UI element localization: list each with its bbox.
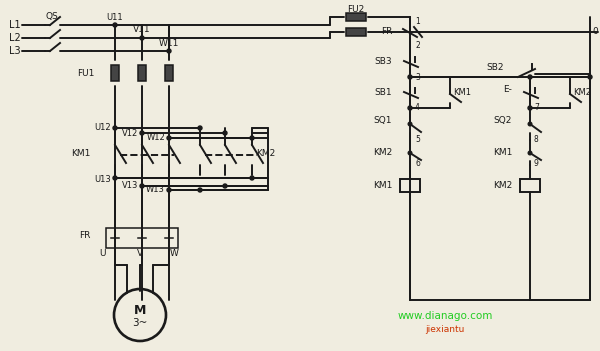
Circle shape xyxy=(198,126,202,130)
Text: 4: 4 xyxy=(415,104,420,113)
Circle shape xyxy=(113,23,117,27)
Text: 1: 1 xyxy=(415,16,420,26)
Text: M: M xyxy=(134,304,146,317)
Text: V11: V11 xyxy=(133,26,151,34)
Text: KM1: KM1 xyxy=(493,148,512,157)
Circle shape xyxy=(140,184,144,188)
Text: QS: QS xyxy=(46,12,58,20)
Bar xyxy=(106,228,178,248)
Circle shape xyxy=(167,188,171,192)
Bar xyxy=(346,13,366,21)
Circle shape xyxy=(528,106,532,110)
Text: jiexiantu: jiexiantu xyxy=(425,325,464,335)
Text: L3: L3 xyxy=(9,46,20,56)
Bar xyxy=(138,65,146,81)
Circle shape xyxy=(408,75,412,79)
Circle shape xyxy=(198,188,202,192)
Circle shape xyxy=(250,176,254,180)
Text: 5: 5 xyxy=(415,135,420,145)
Text: U: U xyxy=(99,249,105,258)
Circle shape xyxy=(167,136,171,140)
Text: 9: 9 xyxy=(534,159,539,167)
Text: 7: 7 xyxy=(534,104,539,113)
Text: E-: E- xyxy=(503,85,512,94)
Bar xyxy=(165,65,173,81)
Text: W11: W11 xyxy=(159,39,179,47)
Bar xyxy=(111,65,119,81)
Text: W12: W12 xyxy=(146,133,165,143)
Text: KM2: KM2 xyxy=(373,148,392,157)
Text: 3: 3 xyxy=(415,73,420,81)
Circle shape xyxy=(140,131,144,135)
Text: V13: V13 xyxy=(122,181,138,191)
Text: V12: V12 xyxy=(122,128,138,138)
Text: KM2: KM2 xyxy=(573,88,591,97)
Circle shape xyxy=(113,176,117,180)
Circle shape xyxy=(528,75,532,79)
Circle shape xyxy=(167,49,171,53)
Text: KM1: KM1 xyxy=(373,180,392,190)
Text: W: W xyxy=(170,249,178,258)
Circle shape xyxy=(408,122,412,126)
Text: 0: 0 xyxy=(592,27,598,37)
Text: FU1: FU1 xyxy=(77,68,95,78)
Text: SQ2: SQ2 xyxy=(494,115,512,125)
Circle shape xyxy=(408,151,412,155)
Text: U13: U13 xyxy=(94,176,111,185)
Text: L1: L1 xyxy=(9,20,20,30)
Bar xyxy=(346,28,366,36)
Text: SQ1: SQ1 xyxy=(373,115,392,125)
Circle shape xyxy=(113,126,117,130)
Bar xyxy=(400,179,420,192)
Circle shape xyxy=(588,75,592,79)
Text: SB2: SB2 xyxy=(486,62,504,72)
Circle shape xyxy=(223,184,227,188)
Text: FR: FR xyxy=(79,232,90,240)
Text: V: V xyxy=(137,249,143,258)
Bar xyxy=(520,179,540,192)
Circle shape xyxy=(528,122,532,126)
Circle shape xyxy=(528,151,532,155)
Circle shape xyxy=(140,36,144,40)
Circle shape xyxy=(250,136,254,140)
Text: FR: FR xyxy=(380,26,392,35)
Circle shape xyxy=(223,131,227,135)
Text: 2: 2 xyxy=(415,40,420,49)
Text: KM1: KM1 xyxy=(453,88,471,97)
Text: KM2: KM2 xyxy=(256,148,275,158)
Text: SB3: SB3 xyxy=(374,57,392,66)
Text: L2: L2 xyxy=(9,33,21,43)
Text: U12: U12 xyxy=(94,124,111,132)
Text: FU2: FU2 xyxy=(347,5,365,13)
Text: U11: U11 xyxy=(107,13,124,21)
Text: 8: 8 xyxy=(534,135,539,145)
Text: KM1: KM1 xyxy=(71,148,90,158)
Text: SB1: SB1 xyxy=(374,88,392,97)
Circle shape xyxy=(408,106,412,110)
Text: W13: W13 xyxy=(146,185,165,194)
Text: KM2: KM2 xyxy=(493,180,512,190)
Text: 3~: 3~ xyxy=(133,318,148,328)
Text: 6: 6 xyxy=(415,159,420,167)
Text: www.dianago.com: www.dianago.com xyxy=(397,311,493,321)
